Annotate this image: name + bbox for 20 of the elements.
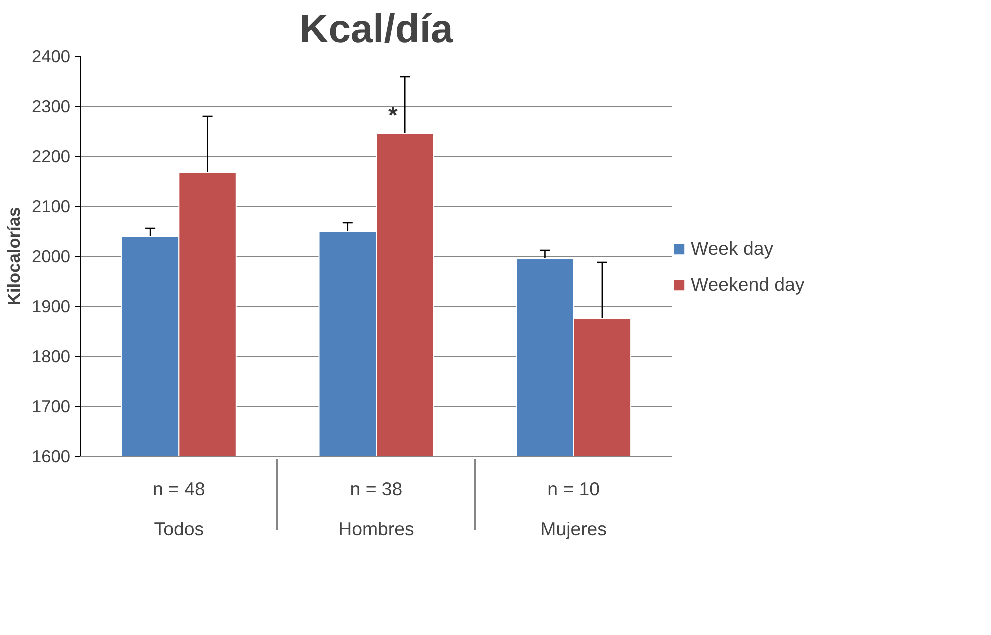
y-tick-label: 1900: [32, 296, 71, 316]
annotation: *: [388, 102, 398, 130]
text: n = 38: [350, 478, 403, 500]
y-tick-label: 2400: [32, 46, 71, 66]
legend-label: Weekend day: [691, 274, 805, 296]
text: n = 48: [152, 478, 206, 500]
y-tick-label: 2100: [32, 196, 71, 216]
legend-label: Week day: [691, 238, 774, 260]
y-axis-title: Kilocalorías: [4, 207, 24, 306]
chart-title: Kcal/día: [300, 8, 454, 52]
y-tick-label: 2000: [32, 246, 71, 266]
x-tick-label: Todos: [154, 518, 204, 540]
y-tick-label: 1600: [32, 446, 71, 466]
y-tick-label: 1700: [32, 396, 71, 416]
x-tick-label: Hombres: [338, 518, 414, 540]
x-tick-label: Mujeres: [540, 518, 608, 540]
y-tick-label: 2200: [32, 146, 71, 166]
text: n = 10: [548, 478, 600, 500]
y-tick-label: 2300: [32, 96, 71, 116]
y-tick-label: 1800: [32, 346, 71, 366]
